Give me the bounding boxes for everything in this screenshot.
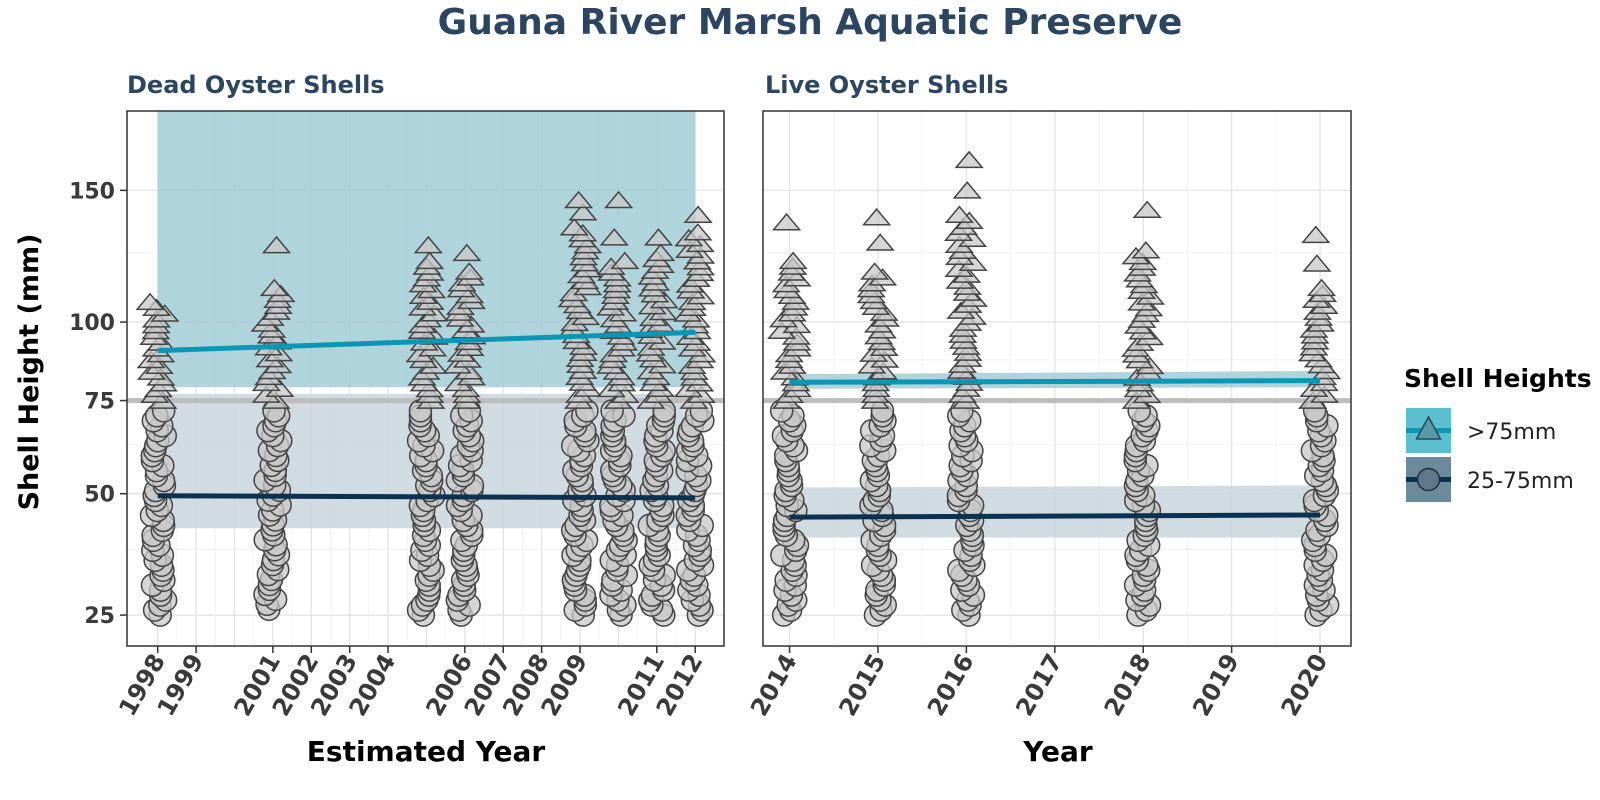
small-trend-line [157,493,696,501]
panel-border [762,110,1352,647]
large-shell-point [862,207,892,226]
dead-shells-x-axis-title: Estimated Year [307,735,546,768]
large-shell-point [683,205,713,223]
live-shells-facet-title: Live Oyster Shells [765,71,1008,99]
x-tick-label: 2017 [1010,649,1068,721]
live-shells-x-axis-title: Year [1022,735,1093,768]
large-shell-point [1301,225,1331,244]
legend: Shell Heights >75mm 25-75mm [1404,364,1592,502]
plot-area [127,111,724,627]
plot-area [763,150,1351,627]
large-shell-point [771,212,802,231]
large-shell-point [599,228,629,246]
legend-item-small: 25-75mm [1406,457,1574,502]
x-tick-label: 2020 [1276,649,1334,721]
x-tick-label: 2015 [833,649,891,721]
large-shell-point [865,233,895,251]
chart-title: Guana River Marsh Aquatic Preserve [438,2,1183,43]
large-shell-point [1306,278,1337,297]
large-shell-point [1131,241,1161,259]
large-trend-line [157,329,696,354]
large-shell-point [778,251,808,270]
large-shell-point [860,262,890,280]
large-shell-point [952,181,982,199]
dead-shells-panel: Dead Oyster Shells Estimated Year 25 50 75… [69,71,725,768]
large-shell-point [1132,200,1162,219]
y-axis-title: Shell Height (mm) [14,234,45,511]
y-tick-label: 50 [84,483,115,508]
legend-title: Shell Heights [1404,364,1592,393]
large-shell-point [452,243,482,262]
small-confidence-band [789,485,1321,538]
large-shell-point [954,150,984,169]
large-shell-point [604,190,634,209]
large-shell-point [414,251,445,270]
y-tick-label: 150 [69,179,115,204]
large-shell-point [413,235,443,254]
legend-label-large: >75mm [1467,420,1556,445]
large-shell-point [261,235,292,254]
large-shell-point [259,278,289,297]
points [767,150,1342,627]
legend-key-triangle-icon [1415,415,1442,440]
large-shell-point [563,190,594,209]
y-tick-label: 25 [84,604,115,629]
live-shells-panel: Live Oyster Shells Year 2014 2015 2016 2017… [745,71,1352,768]
large-shell-point [610,251,640,270]
small-trend-line [789,512,1321,520]
x-tick-label: 2018 [1099,649,1157,721]
y-tick-label: 100 [69,311,115,336]
large-shell-point [559,217,589,236]
large-shell-point [646,243,676,262]
legend-item-large: >75mm [1406,408,1556,453]
legend-label-small: 25-75mm [1467,469,1574,494]
x-tick-label: 2014 [745,649,803,721]
x-tick-label: 2016 [922,649,980,721]
large-trend-line [789,378,1321,385]
y-tick-label: 75 [84,390,115,415]
large-shell-point [643,228,674,246]
legend-key-circle-icon [1416,467,1441,492]
large-shell-point [135,292,165,311]
large-shell-point [1302,254,1332,272]
large-shell-point [944,205,974,223]
x-tick-label: 2019 [1187,649,1245,721]
panel-border [126,110,725,647]
large-shell-point [568,202,598,221]
dead-shells-facet-title: Dead Oyster Shells [127,71,385,99]
large-shell-point [683,223,713,241]
large-shell-point [454,262,484,280]
